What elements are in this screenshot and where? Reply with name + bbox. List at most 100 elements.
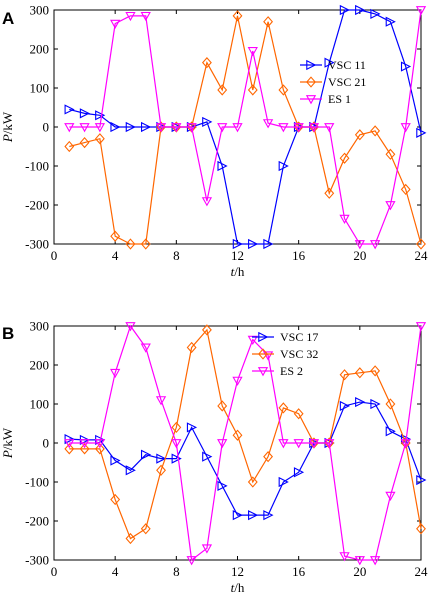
legend-label: VSC 11 [328, 58, 366, 72]
data-point [141, 121, 152, 133]
data-point [278, 123, 289, 133]
legend-label: VSC 17 [280, 330, 318, 344]
data-point [247, 476, 258, 488]
x-tick-label: 8 [173, 248, 180, 263]
data-point [278, 402, 289, 414]
data-point [339, 400, 350, 412]
data-point [140, 523, 151, 535]
data-point [339, 214, 350, 224]
data-point [263, 16, 274, 28]
data-point [232, 123, 243, 133]
data-point [201, 57, 212, 69]
data-point [339, 152, 350, 164]
chart-panel-a: 0 4 8 12 16 20 24 -300 -200 -100 0 100 200 300 t/h P/kW… [0, 3, 428, 280]
data-point [95, 110, 106, 121]
data-point [186, 556, 197, 566]
data-point [110, 455, 121, 466]
legend-label: VSC 32 [280, 347, 318, 361]
data-point [64, 439, 75, 449]
data-point [370, 398, 381, 410]
data-point [64, 443, 75, 455]
data-point [79, 136, 90, 149]
series-es-1 [64, 6, 427, 250]
data-point [385, 426, 396, 437]
legend: VSC 11 VSC 21 ES 1 [300, 58, 366, 106]
data-point [156, 453, 167, 464]
series-vsc-21 [64, 10, 426, 250]
series-es-2 [64, 322, 427, 566]
data-point [140, 238, 151, 250]
data-point [155, 396, 167, 406]
legend-marker [306, 59, 317, 71]
legend-marker [257, 367, 269, 377]
x-tick-label: 16 [292, 564, 306, 579]
data-point [416, 127, 427, 138]
data-point [156, 464, 166, 476]
data-point [354, 556, 365, 566]
data-point [278, 476, 289, 488]
y-tick-label: 300 [30, 3, 50, 18]
data-point [94, 133, 105, 145]
data-point [385, 148, 396, 160]
data-point [416, 474, 427, 486]
data-point [247, 84, 258, 96]
data-point [339, 552, 350, 562]
data-point [110, 493, 121, 506]
series-vsc-17 [64, 396, 427, 521]
data-point [370, 365, 381, 377]
data-point [110, 230, 121, 242]
data-point [263, 451, 274, 463]
data-point [125, 465, 136, 476]
data-point [370, 125, 381, 137]
data-point [186, 341, 197, 354]
x-tick-label: 8 [173, 564, 180, 579]
data-point [79, 443, 90, 455]
data-point [171, 453, 182, 464]
data-point [415, 6, 427, 16]
y-tick-label: -100 [25, 475, 49, 490]
data-point [217, 123, 228, 133]
data-point [202, 451, 213, 462]
data-point [232, 10, 243, 22]
data-point [186, 123, 197, 133]
data-point [262, 119, 274, 129]
data-point [64, 104, 75, 115]
x-axis-label: t/h [231, 580, 245, 595]
data-point [400, 61, 412, 72]
data-point [370, 8, 381, 19]
data-point [385, 491, 396, 501]
x-tick-label: 4 [112, 564, 119, 579]
data-point [110, 368, 121, 379]
data-point [79, 123, 90, 133]
legend-marker [305, 95, 317, 105]
plot-frame [53, 325, 422, 561]
data-point [248, 238, 259, 250]
data-point [293, 467, 305, 478]
y-tick-label: -300 [25, 237, 49, 252]
x-tick-label: 12 [231, 248, 244, 263]
data-point [400, 439, 411, 449]
data-point [232, 429, 243, 441]
data-point [155, 123, 167, 133]
data-point [324, 123, 335, 133]
series-line [69, 9, 422, 245]
x-tick-label: 0 [51, 564, 58, 579]
data-point [324, 57, 335, 68]
data-point [278, 160, 289, 172]
y-tick-label: 100 [30, 81, 50, 96]
y-tick-label: -300 [25, 553, 49, 568]
data-point [339, 369, 350, 381]
series-line [69, 328, 422, 540]
data-point [186, 422, 198, 433]
series-vsc-32 [64, 324, 426, 545]
data-point [293, 439, 304, 449]
legend-label: ES 2 [280, 364, 303, 378]
data-point [110, 19, 121, 29]
x-tick-label: 24 [415, 564, 429, 579]
y-tick-label: 200 [30, 42, 50, 57]
data-point [248, 510, 259, 521]
data-point [217, 84, 228, 96]
series-line [69, 324, 422, 562]
data-point [308, 123, 320, 133]
data-point [217, 400, 228, 412]
